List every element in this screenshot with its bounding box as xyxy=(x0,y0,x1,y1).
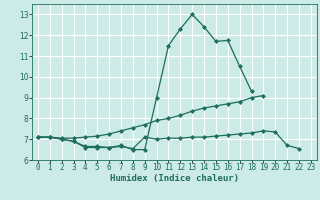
X-axis label: Humidex (Indice chaleur): Humidex (Indice chaleur) xyxy=(110,174,239,183)
